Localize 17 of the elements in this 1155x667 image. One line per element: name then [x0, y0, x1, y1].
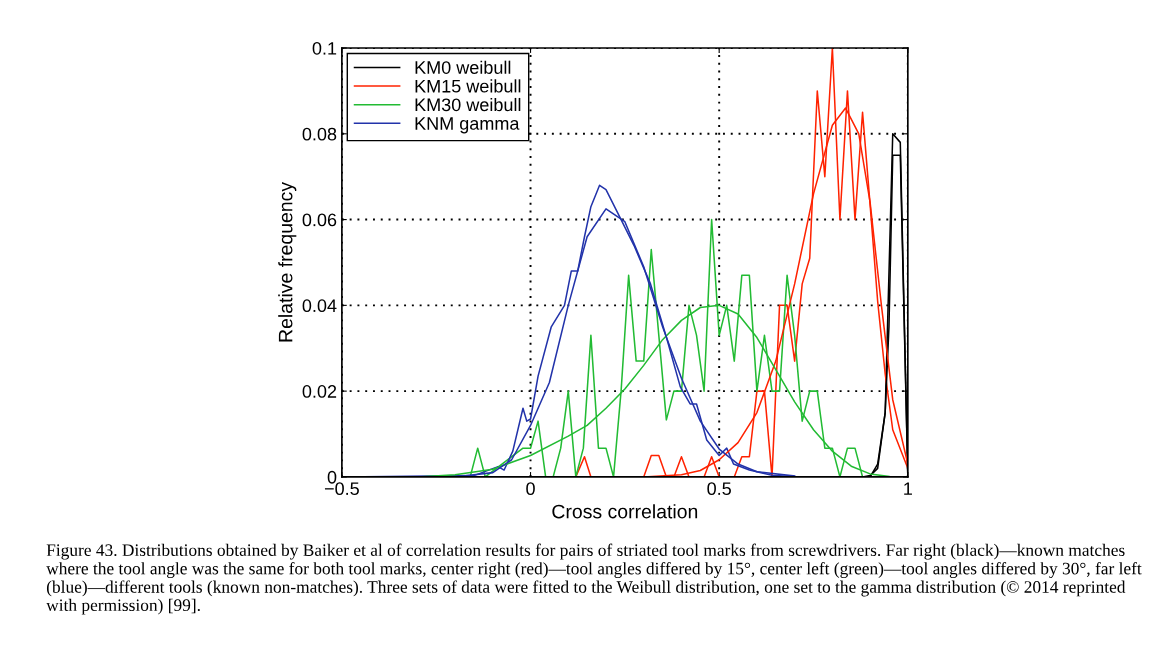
y-axis-title: Relative frequency	[278, 181, 297, 342]
legend-label: KM15 weibull	[415, 79, 521, 93]
y-tick-label: 0.08	[302, 127, 337, 141]
y-tick-label: 0.04	[302, 299, 337, 313]
x-tick-label: 0.5	[707, 482, 731, 496]
x-tick-label: −0.5	[324, 482, 359, 496]
legend-label: KNM gamma	[415, 117, 520, 134]
y-tick-label: 0.02	[302, 385, 337, 398]
y-tick-label: 0.1	[312, 41, 337, 55]
legend-label: KM30 weibull	[415, 97, 521, 112]
legend-label: KM0 weibull	[415, 60, 511, 74]
x-axis-title: Cross correlation	[552, 504, 698, 519]
caption: Figure 43. Distributions obtained by Baiker et al of correlation results for pairs of striated tool marks from screwdrivers. Far right (black)—known matches where the tool angle was the same for both tool marks, center right (red)—tool angles differed by 15°, center left (green)—tool angles differed by 30°, far left (blue)—different tools (known non-matches). Three sets of data were fitted to the Weibull distribution, one set to the gamma distribution (© 2014 reprinted with permission) [99].	[46, 543, 1142, 615]
x-tick-label: 0	[526, 482, 535, 496]
y-tick-label: 0.06	[302, 213, 337, 227]
x-tick-label: 1	[904, 482, 912, 495]
y-tick-label: 0	[327, 470, 337, 484]
